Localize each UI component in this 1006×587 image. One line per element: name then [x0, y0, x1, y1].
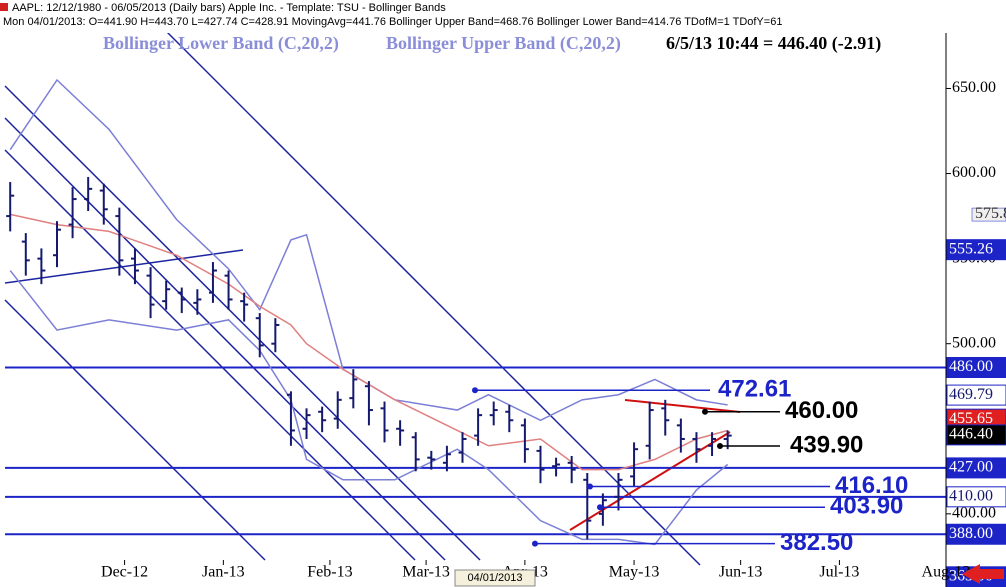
- annotation-dot: [532, 540, 538, 547]
- price-box: [946, 357, 1006, 379]
- channel-line: [4, 85, 481, 561]
- annotation-dot: [702, 408, 708, 415]
- resistance-line: [624, 399, 741, 413]
- quote: 6/5/13 10:44 = 446.40 (-2.91): [666, 33, 881, 54]
- price-box-label: 455.65: [949, 410, 993, 427]
- annotation-label: 460.00: [785, 397, 858, 424]
- annotation-dot: [717, 442, 723, 449]
- price-box: [946, 486, 1006, 508]
- price-box-label: 486.00: [949, 358, 993, 375]
- legend-entry: Bollinger Upper Band (C,20,2): [386, 33, 621, 54]
- price-box-label: 388.00: [949, 525, 993, 542]
- header-line: AAPL: 12/12/1980 - 06/05/2013 (Daily bar…: [12, 2, 446, 14]
- lower-band: [9, 270, 729, 546]
- date-flag-text: 04/01/2013: [467, 572, 522, 584]
- legend-entry: Bollinger Lower Band (C,20,2): [103, 33, 339, 54]
- price-box: [946, 424, 1006, 446]
- price-box: [946, 239, 1006, 261]
- price-box-label: 575.89: [975, 205, 1006, 222]
- trend-line: [4, 249, 244, 284]
- status-line: Mon 04/01/2013: O=441.90 H=443.70 L=427.…: [3, 16, 782, 28]
- annotation-dot: [597, 504, 603, 511]
- annotation-dot: [472, 387, 478, 394]
- x-tick-label: Jan-13: [202, 564, 245, 581]
- x-tick-label: Jun-13: [719, 564, 763, 581]
- price-box: [946, 457, 1006, 479]
- price-box: [946, 523, 1006, 545]
- scroll-arrow[interactable]: [962, 564, 1004, 584]
- annotation-label: 472.61: [718, 376, 791, 403]
- date-flag: [454, 569, 536, 587]
- x-tick-label: Jul-13: [819, 564, 859, 581]
- x-tick-label: Feb-13: [307, 564, 352, 581]
- annotation-label: 382.50: [780, 529, 853, 556]
- price-box-label: 446.40: [949, 426, 993, 443]
- x-tick-label: Dec-12: [101, 564, 148, 581]
- x-tick-label: Aug-13: [922, 564, 971, 581]
- header-icon: [0, 3, 8, 11]
- annotation-label: 439.90: [790, 431, 863, 458]
- price-box-label: 555.26: [949, 240, 993, 257]
- price-box: [971, 207, 1006, 222]
- y-tick-label: 500.00: [952, 334, 996, 351]
- price-box-label: 410.00: [949, 487, 993, 504]
- price-box-label: 427.00: [949, 459, 993, 476]
- annotation-label: 403.90: [830, 493, 903, 520]
- price-box: [946, 384, 1006, 406]
- y-tick-label: 400.00: [952, 505, 996, 522]
- channel-line: [134, 0, 701, 566]
- price-box-label: 469.79: [949, 386, 993, 403]
- x-tick-label: Mar-13: [402, 564, 450, 581]
- channel-line: [4, 299, 266, 561]
- y-tick-label: 600.00: [952, 164, 996, 181]
- triangle-lines: [569, 399, 741, 531]
- header-panel: [0, 0, 1006, 33]
- y-tick-label: 650.00: [952, 79, 996, 96]
- x-tick-label: May-13: [609, 564, 660, 581]
- channel-line: [4, 117, 446, 561]
- annotation-dot: [587, 483, 593, 490]
- annotation-label: 416.10: [835, 472, 908, 499]
- support-line: [569, 431, 731, 531]
